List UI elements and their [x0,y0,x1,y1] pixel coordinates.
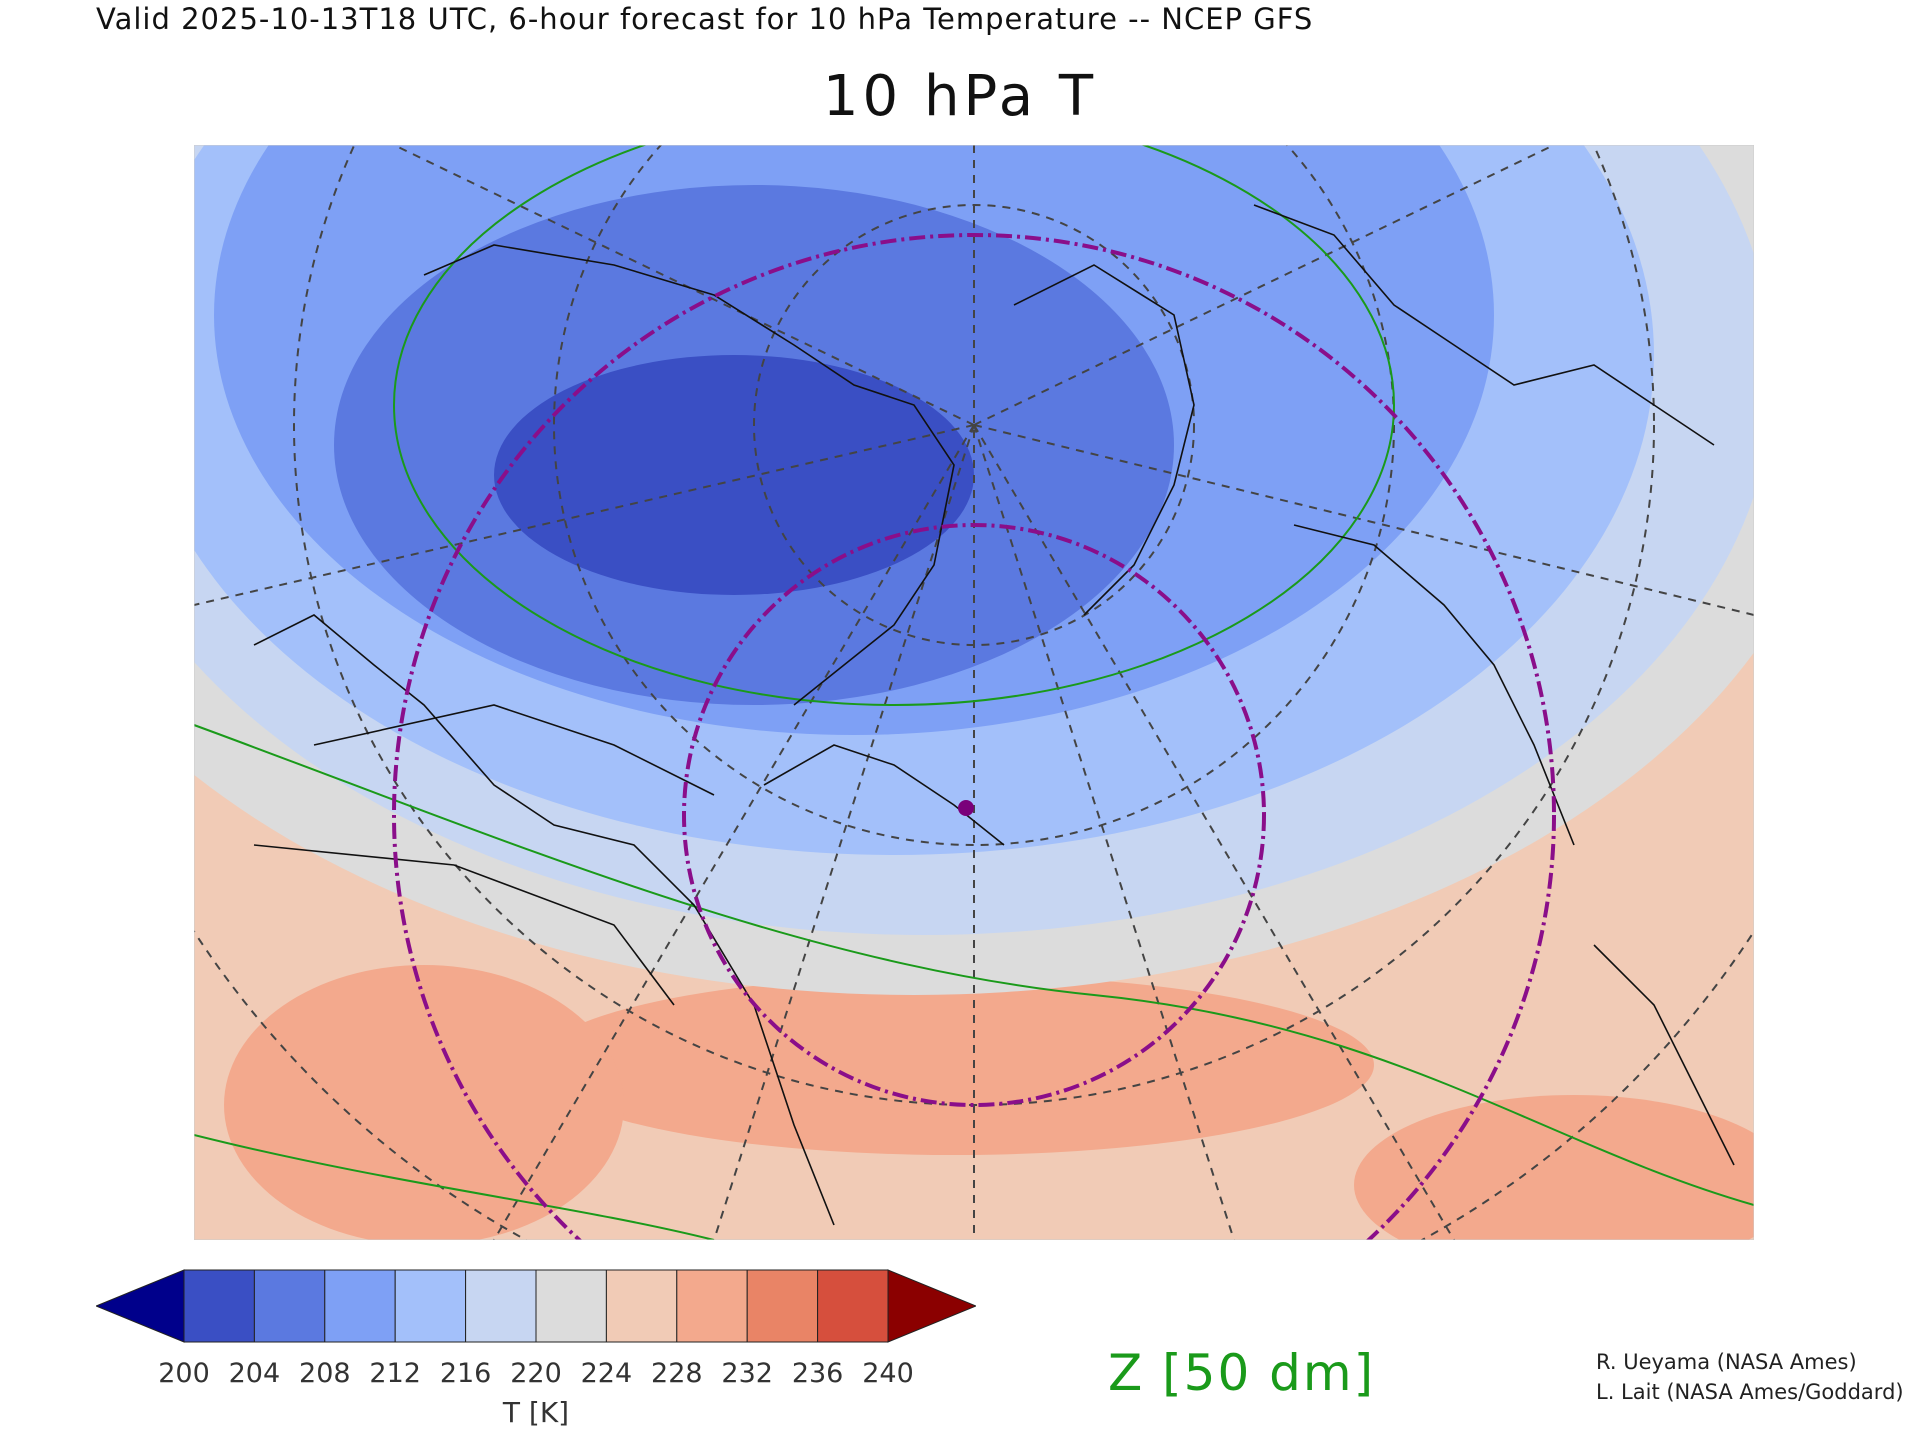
colorbar-tick-label: 204 [228,1358,281,1389]
colorbar-tick-label: 240 [862,1358,914,1389]
forecast-valid-header: Valid 2025-10-13T18 UTC, 6-hour forecast… [96,2,1314,36]
polar-vortex-edge [392,233,1556,1240]
colorbar-swatch [465,1269,537,1343]
credit-line-1: R. Ueyama (NASA Ames) [1596,1350,1857,1374]
colorbar-tick-label: 212 [369,1358,421,1389]
colorbar-tick-label: 232 [721,1358,773,1389]
colorbar-tick-label: 200 [158,1358,210,1389]
colorbar-swatch [183,1269,255,1343]
colorbar-swatch [817,1269,889,1343]
colorbar-tick-label: 224 [580,1358,633,1389]
warm-patch [224,965,624,1240]
colorbar-low-arrow [94,1269,185,1343]
coastlines [253,204,1735,1226]
warm-patch [1354,1095,1754,1240]
colorbar-tick-label: 236 [791,1358,844,1389]
geopotential-contours [194,145,1754,1240]
vortex-center-marker [958,800,974,816]
colorbar-swatch [605,1269,678,1343]
temperature-colorbar [94,1268,978,1344]
colorbar-tick-label: 216 [439,1358,492,1389]
colorbar-high-arrow [887,1269,978,1343]
blue-band-204 [494,355,974,595]
colorbar-swatch [746,1269,819,1343]
colorbar-tick-label: 220 [510,1358,562,1389]
colorbar-swatch [394,1269,467,1343]
colorbar-tick-label: 228 [651,1358,703,1389]
graticule [194,145,1754,1240]
colorbar-swatch [676,1269,748,1343]
colorbar-swatch [535,1269,607,1343]
warm-patch [534,975,1374,1155]
colorbar-swatch [253,1269,326,1343]
map-title: 10 hPa T [822,64,1098,129]
credit-line-2: L. Lait (NASA Ames/Goddard) [1596,1380,1904,1404]
colorbar-swatch [324,1269,396,1343]
colorbar-tick-label: 208 [299,1358,351,1389]
temperature-map [193,144,1755,1241]
map-canvas [193,144,1755,1241]
colorbar-label: T [K] [502,1396,570,1429]
contour-label: Z [50 dm] [1108,1344,1376,1402]
